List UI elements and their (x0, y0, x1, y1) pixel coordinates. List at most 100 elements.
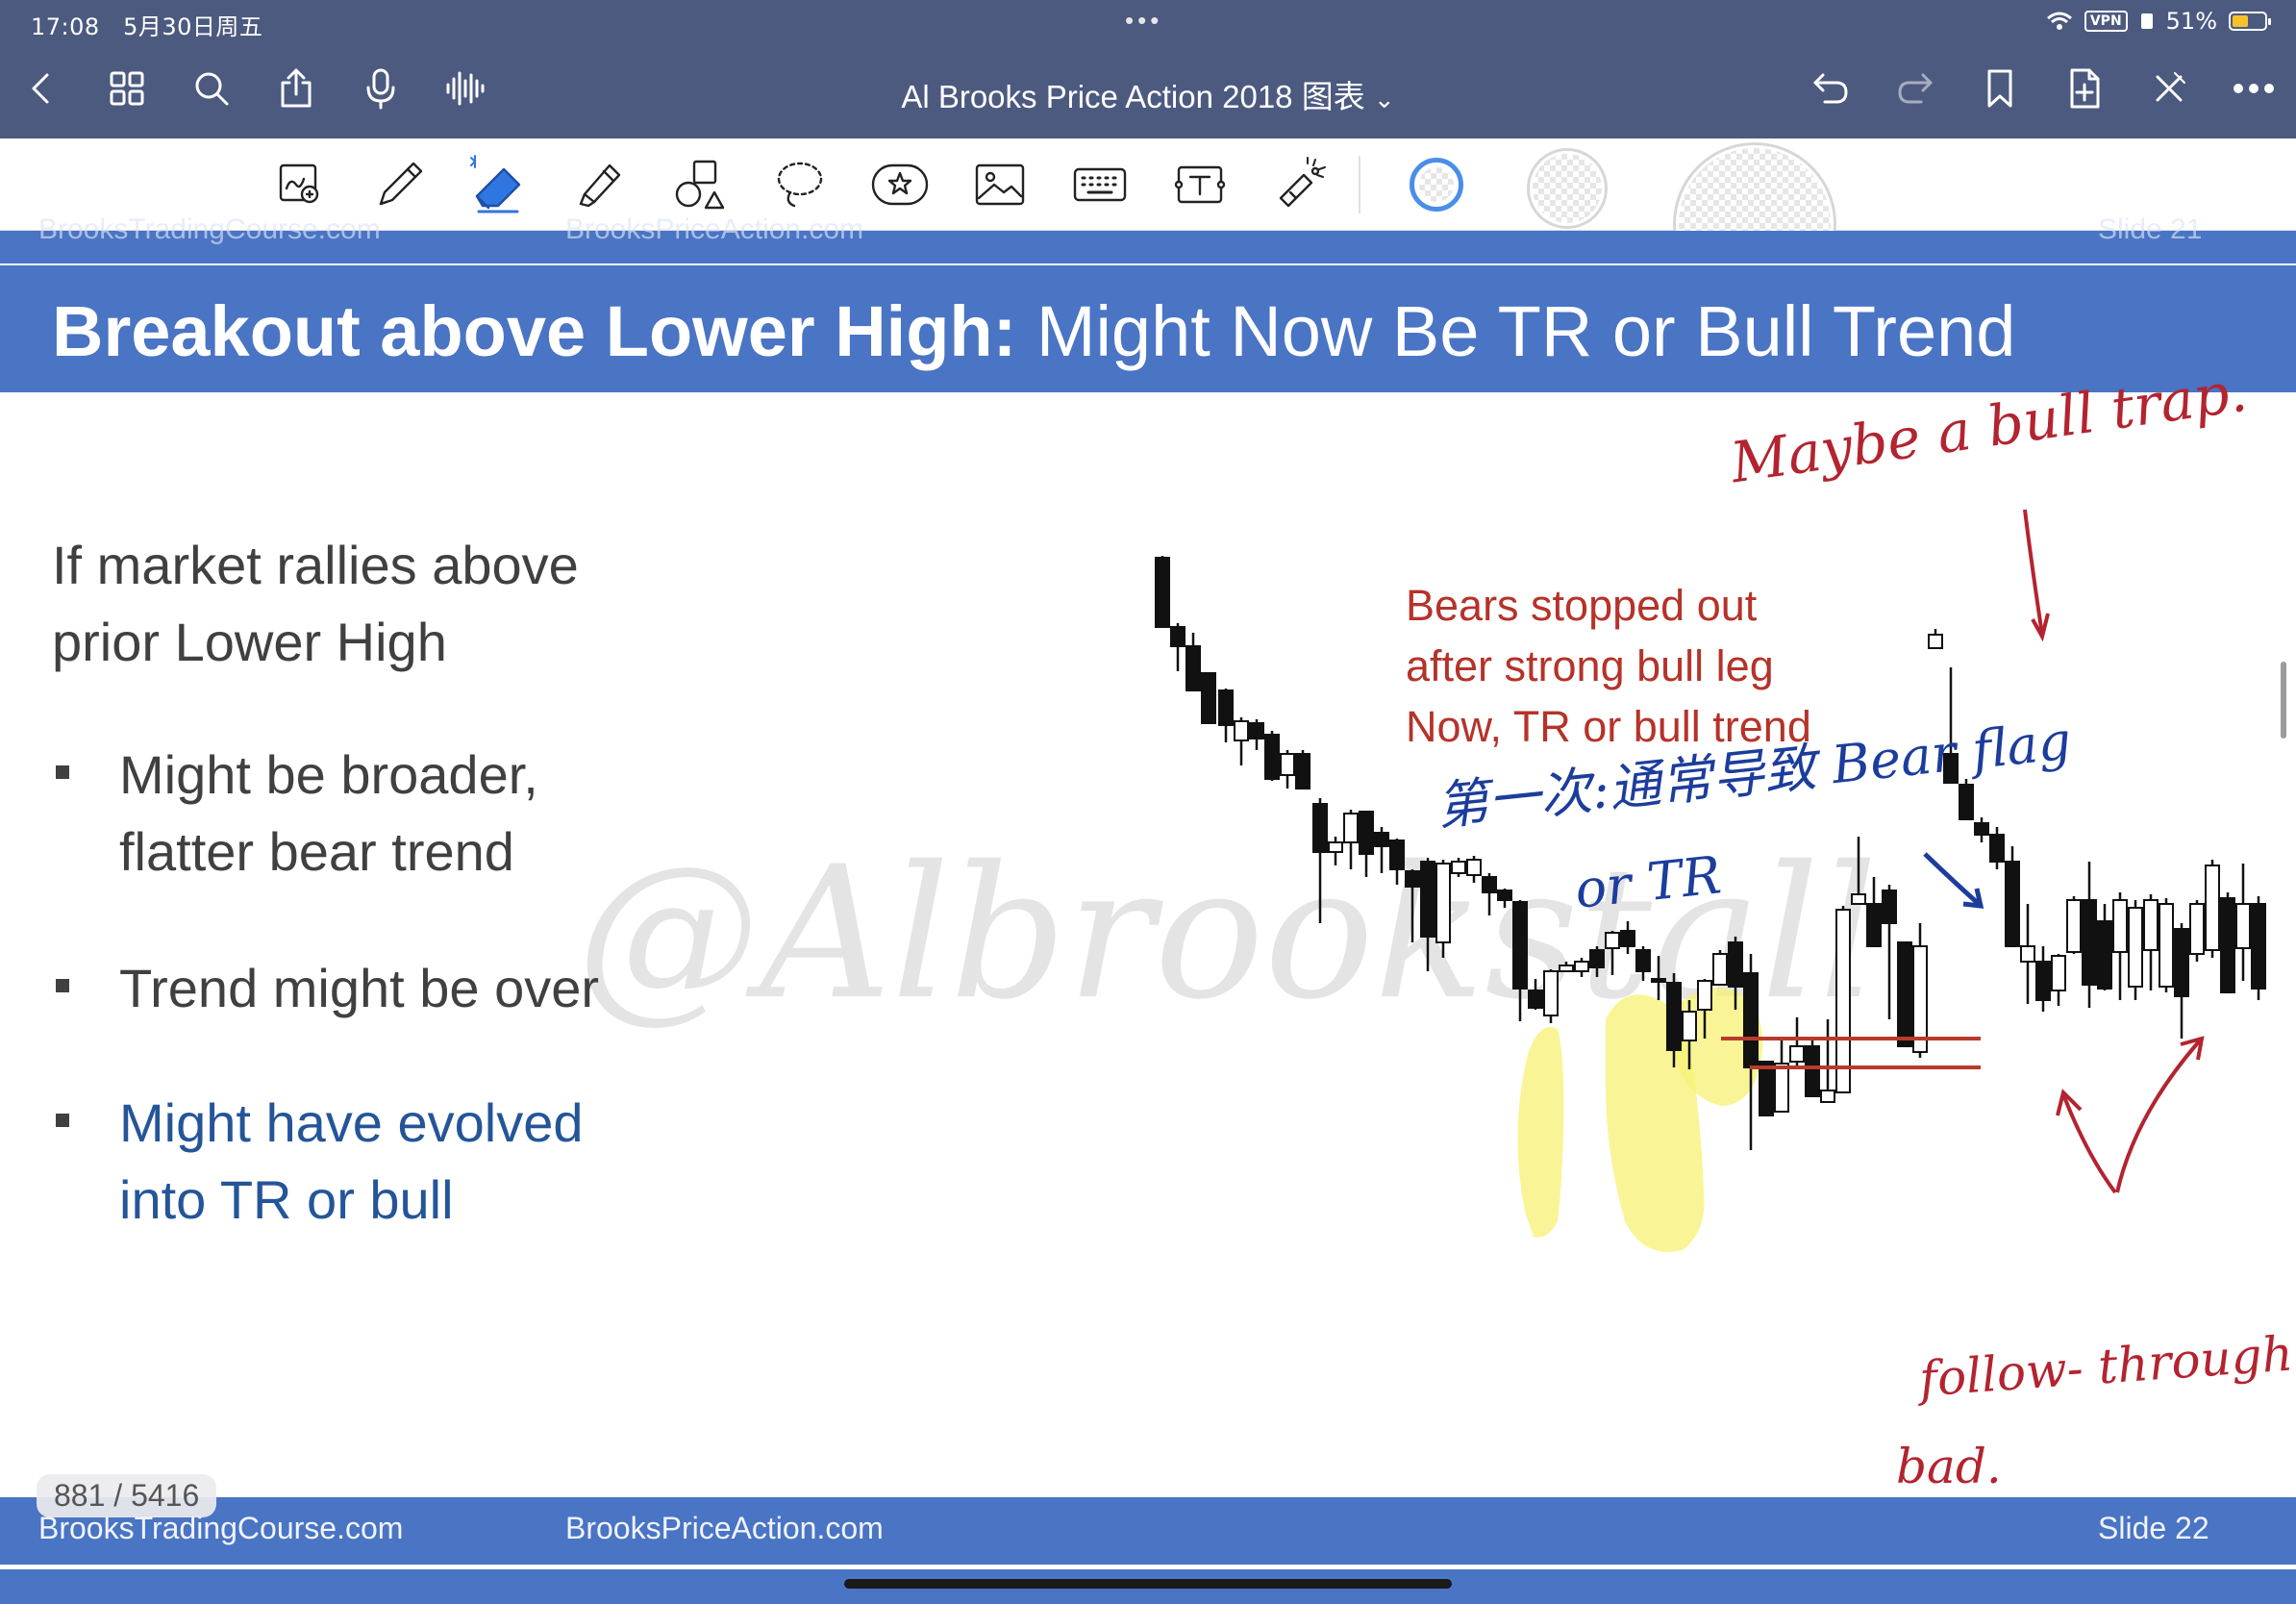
document-title: Al Brooks Price Action 2018 图表 ⌄ (0, 71, 2296, 117)
shapes-icon[interactable] (667, 152, 733, 217)
document-title-button[interactable]: Al Brooks Price Action 2018 图表 ⌄ (901, 79, 1395, 114)
back-icon[interactable] (15, 63, 65, 113)
more-icon[interactable] (2229, 63, 2279, 113)
candle-body (2005, 861, 2020, 947)
bullet-1-line-2: flatter bear trend (119, 821, 514, 882)
share-icon[interactable] (271, 63, 321, 113)
search-icon[interactable] (187, 63, 237, 113)
slide-footer: BrooksTradingCourse.com BrooksPriceActio… (0, 1497, 2296, 1565)
intro-text: If market rallies above prior Lower High (52, 527, 579, 681)
candle-body (2128, 907, 2143, 988)
bookmark-icon[interactable] (1975, 63, 2025, 113)
yellow-highlight-left (1517, 1027, 1564, 1238)
candle-body (1928, 634, 1943, 649)
image-icon[interactable] (967, 152, 1033, 217)
candle-body (1185, 645, 1201, 691)
eraser-icon[interactable] (467, 152, 533, 217)
handwritten-bad-note: bad. (1896, 1439, 2002, 1494)
add-page-icon[interactable] (2059, 63, 2109, 113)
candle-body (1943, 753, 1959, 784)
candle-body (1497, 890, 1512, 901)
candle-body (1420, 861, 1435, 938)
candle-body (1482, 876, 1497, 893)
candle-body (1682, 1011, 1697, 1041)
grid-icon[interactable] (102, 63, 152, 113)
candle-body (1759, 1061, 1774, 1116)
red-note-line-1: Bears stopped out (1406, 581, 1758, 630)
bullet-3-line-1: Might have evolved (119, 1092, 584, 1153)
bullet-marker (56, 765, 69, 779)
top-bar: 17:08 5月30日周五 ••• VPN 51% Al Brooks Pric… (0, 0, 2296, 138)
scroll-indicator[interactable] (2281, 662, 2286, 739)
candle-body (1218, 689, 1234, 726)
pen-icon[interactable] (367, 152, 433, 217)
candles (1155, 556, 2266, 1150)
slide-title-bold: Breakout above Lower High: (52, 291, 1017, 371)
candle-body (1697, 980, 1712, 1011)
candle-body (1280, 753, 1295, 776)
lasso-icon[interactable] (767, 152, 833, 217)
lock-rotation-icon (2140, 13, 2153, 29)
candle-body (2220, 897, 2235, 993)
red-annotation-text: Bears stopped out after strong bull leg … (1406, 575, 1811, 757)
candle-body (1651, 978, 1666, 983)
bullet-1-line-1: Might be broader, (119, 744, 538, 805)
candle-body (1295, 753, 1310, 789)
candle-body (2097, 920, 2112, 990)
highlighter-icon[interactable] (567, 152, 633, 217)
candle-body (1789, 1045, 1805, 1063)
candle-body (1774, 1063, 1789, 1113)
red-arrow-up-right (2115, 1039, 2202, 1193)
candle-body (1435, 863, 1451, 943)
bullet-marker (56, 979, 69, 992)
battery-percent: 51% (2165, 8, 2217, 35)
mic-icon[interactable] (356, 63, 406, 113)
candle-body (1605, 932, 1620, 949)
annotation-toolbar (0, 138, 2296, 235)
multitask-dots[interactable]: ••• (1125, 6, 1163, 35)
bullet-marker (56, 1114, 69, 1127)
waveform-icon[interactable] (440, 63, 490, 113)
red-note-line-2: after strong bull leg (1406, 641, 1774, 690)
candle-body (2082, 899, 2097, 986)
candle-body (1805, 1045, 1820, 1097)
candle-body (1343, 813, 1359, 843)
home-indicator[interactable] (844, 1579, 1452, 1589)
lower-high-lines (1721, 1037, 1981, 1069)
candle-body (1666, 982, 1682, 1051)
candle-body (1155, 557, 1170, 628)
candle-body (1264, 734, 1280, 780)
candle-body (2205, 865, 2220, 951)
candle-body (1359, 811, 1374, 855)
thickness-swatch-medium[interactable] (1527, 148, 1608, 229)
prev-footer-left: BrooksTradingCourse.com (38, 213, 381, 245)
candle-body (1959, 784, 1974, 820)
candle-body (1989, 834, 2005, 863)
candle-body (1389, 840, 1405, 870)
candle-body (1974, 822, 1989, 836)
color-swatch-blue[interactable] (1410, 158, 1463, 212)
candle-body (1620, 930, 1635, 947)
candle-body (1512, 901, 1528, 990)
chevron-down-icon: ⌄ (1373, 85, 1395, 113)
keyboard-icon[interactable] (1067, 152, 1133, 217)
bullet-3-line-2: into TR or bull (119, 1169, 454, 1230)
candle-body (2174, 928, 2189, 997)
pdf-page[interactable]: BrooksTradingCourse.com BrooksPriceActio… (0, 213, 2296, 1604)
candle-body (1835, 909, 1851, 1093)
close-tools-icon[interactable] (2144, 63, 2194, 113)
textbox-icon[interactable] (1167, 152, 1233, 217)
candle-body (1405, 870, 1420, 888)
sticker-icon[interactable] (867, 152, 933, 217)
candle-body (1820, 1090, 1835, 1103)
footer-slide-number: Slide 22 (2098, 1511, 2209, 1545)
zoom-lasso-icon[interactable] (267, 152, 333, 217)
red-arrow-up-left (2061, 1093, 2117, 1194)
undo-icon[interactable] (1806, 63, 1856, 113)
red-arrow-down (2023, 509, 2044, 636)
candle-body (1234, 720, 1249, 741)
laser-pointer-icon[interactable] (1267, 152, 1333, 217)
redo-icon[interactable] (1890, 63, 1940, 113)
status-right: VPN 51% (2046, 8, 2271, 35)
